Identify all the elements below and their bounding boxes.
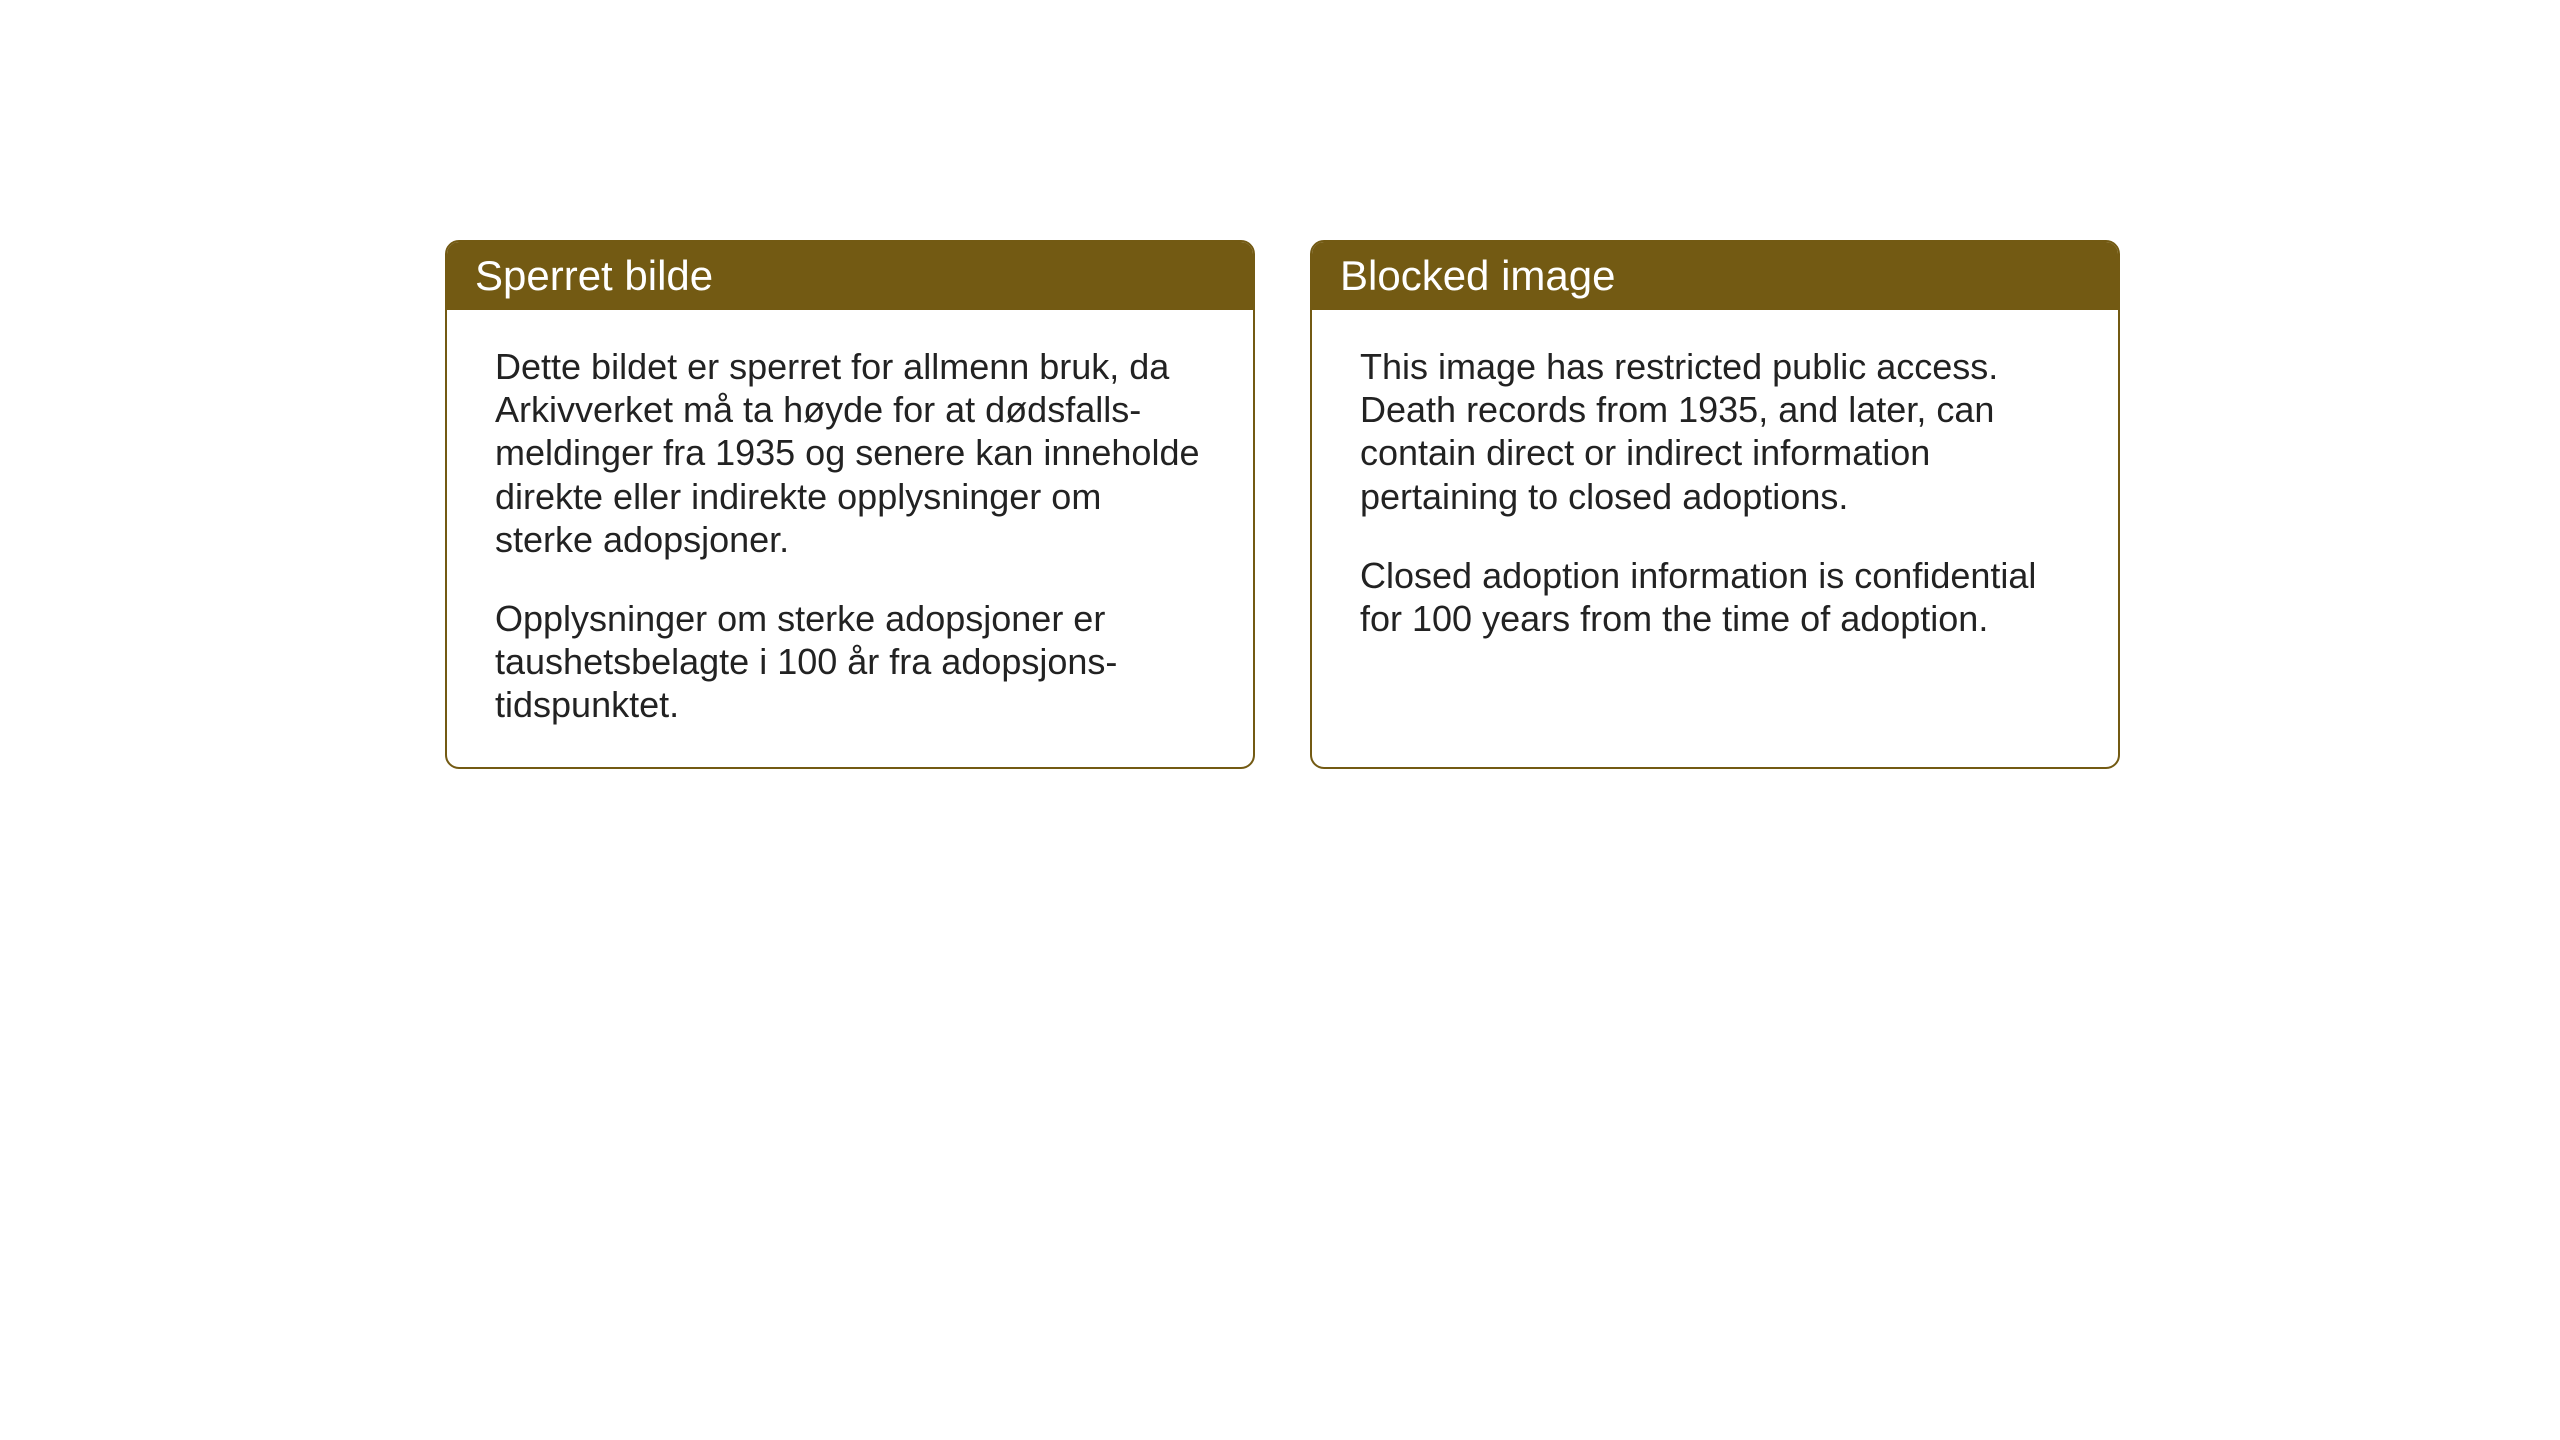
paragraph-norwegian-1: Dette bildet er sperret for allmenn bruk… [495,345,1205,561]
card-header-english: Blocked image [1312,242,2118,310]
paragraph-norwegian-2: Opplysninger om sterke adopsjoner er tau… [495,597,1205,727]
card-body-norwegian: Dette bildet er sperret for allmenn bruk… [447,310,1253,767]
notice-card-english: Blocked image This image has restricted … [1310,240,2120,769]
paragraph-english-2: Closed adoption information is confident… [1360,554,2070,640]
notice-container: Sperret bilde Dette bildet er sperret fo… [445,240,2120,769]
notice-card-norwegian: Sperret bilde Dette bildet er sperret fo… [445,240,1255,769]
card-header-norwegian: Sperret bilde [447,242,1253,310]
card-body-english: This image has restricted public access.… [1312,310,2118,680]
paragraph-english-1: This image has restricted public access.… [1360,345,2070,518]
